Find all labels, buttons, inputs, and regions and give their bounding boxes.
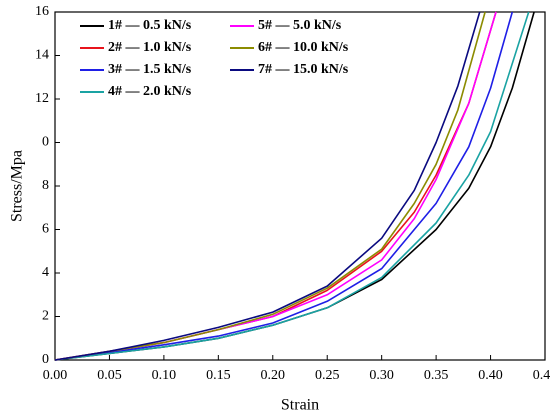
x-tick-label: 0.25 [315, 368, 340, 383]
y-tick-label: 0 [42, 135, 49, 150]
y-tick-label: 12 [35, 91, 49, 106]
x-tick-label: 0.20 [261, 368, 286, 383]
series-line [54, 11, 514, 361]
legend-label: 6# — 10.0 kN/s [258, 40, 349, 55]
series-line [54, 11, 530, 361]
y-axis-label: Stress/Mpa [9, 150, 26, 222]
legend-label: 3# — 1.5 kN/s [108, 62, 192, 77]
x-tick-label: 0.30 [369, 368, 394, 383]
x-tick-label: 0.45 [533, 368, 550, 383]
y-tick-label: 0 [42, 352, 49, 367]
legend-label: 4# — 2.0 kN/s [108, 84, 192, 99]
y-tick-label: 16 [35, 4, 49, 19]
legend-label: 5# — 5.0 kN/s [258, 18, 342, 33]
x-tick-label: 0.00 [43, 368, 68, 383]
y-tick-label: 4 [42, 265, 49, 280]
legend-label: 2# — 1.0 kN/s [108, 40, 192, 55]
x-axis-label: Strain [281, 397, 319, 414]
series-line [54, 11, 486, 361]
legend-label: 7# — 15.0 kN/s [258, 62, 349, 77]
y-tick-label: 6 [42, 222, 49, 237]
x-tick-label: 0.35 [424, 368, 449, 383]
y-tick-label: 14 [35, 48, 49, 63]
y-tick-label: 8 [42, 178, 49, 193]
y-tick-label: 2 [42, 309, 49, 324]
x-tick-label: 0.05 [97, 368, 122, 383]
x-tick-label: 0.10 [152, 368, 177, 383]
x-tick-label: 0.15 [206, 368, 231, 383]
x-tick-label: 0.40 [478, 368, 503, 383]
series-line [54, 11, 481, 361]
legend-label: 1# — 0.5 kN/s [108, 18, 192, 33]
